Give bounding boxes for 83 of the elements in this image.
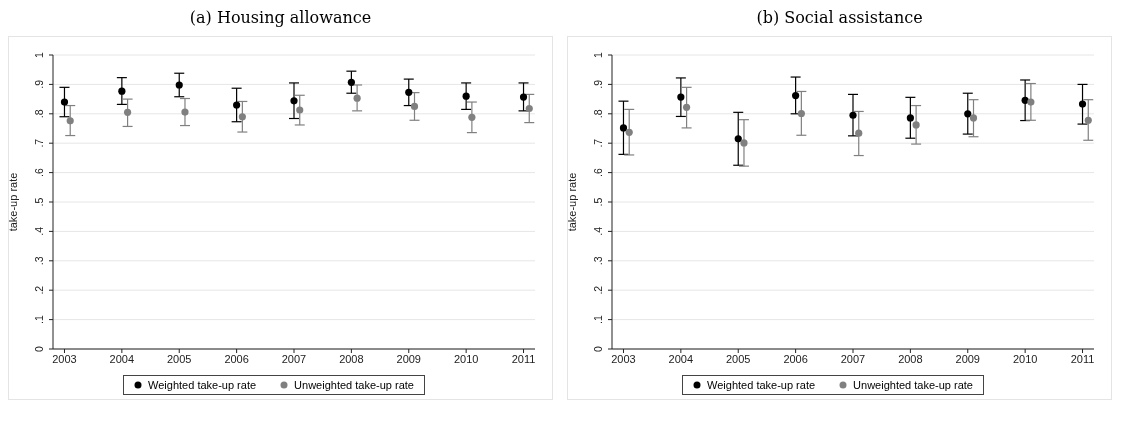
legend-label: Unweighted take-up rate [293,379,414,391]
x-tick-label: 2006 [783,352,808,365]
point [619,124,628,132]
y-tick-label: 1 [592,51,604,58]
point [906,114,914,122]
point [792,91,800,100]
y-tick-label: .9 [592,79,604,89]
x-tick-label: 2008 [339,352,364,365]
y-tick-label: .8 [592,109,604,119]
y-tick-label: .2 [592,285,604,295]
point [797,109,805,118]
y-tick-label: 1 [33,51,45,58]
point [118,87,126,95]
point [683,103,691,111]
point [353,94,361,102]
point [525,104,533,113]
point [296,106,304,114]
y-tick-label: .4 [592,226,604,236]
legend-label: Weighted take-up rate [706,379,816,391]
point [66,117,74,125]
point [969,114,978,122]
point [181,108,189,116]
x-tick-label: 2004 [668,352,694,365]
y-tick-label: .5 [592,197,604,207]
legend-label: Weighted take-up rate [147,379,257,391]
point [238,113,246,121]
y-tick-label: .6 [33,168,45,177]
y-tick-label: .9 [33,79,45,89]
x-tick-label: 2004 [109,352,135,365]
x-tick-label: 2005 [726,352,751,365]
point [60,98,69,106]
x-tick-label: 2003 [52,352,77,365]
y-tick-label: .8 [33,109,45,119]
x-tick-label: 2011 [1070,352,1095,365]
point [175,81,183,89]
x-tick-label: 2008 [898,352,923,365]
point [290,97,298,105]
x-tick-label: 2003 [611,352,636,365]
point [625,128,633,136]
point [233,101,241,109]
x-tick-label: 2006 [224,352,249,365]
point [912,121,920,129]
point [855,129,863,137]
y-tick-label: 0 [592,345,604,352]
point [734,135,742,143]
point [405,88,413,96]
chart-title: (b) Social assistance [755,8,924,29]
x-tick-label: 2009 [955,352,980,365]
x-tick-label: 2011 [511,352,536,365]
point [1078,100,1087,108]
point [677,93,685,101]
y-axis-title: take-up rate [6,172,19,232]
point [1027,98,1035,106]
x-tick-label: 2007 [840,352,866,365]
y-tick-label: .7 [33,138,45,148]
x-tick-label: 2010 [453,352,479,365]
y-tick-label: .4 [33,226,45,236]
y-tick-label: .1 [592,315,604,324]
point [849,111,857,119]
y-tick-label: .2 [33,285,45,295]
y-tick-label: .7 [592,138,604,148]
x-tick-label: 2009 [396,352,421,365]
legend-label: Unweighted take-up rate [852,379,973,391]
point [410,102,419,111]
x-tick-label: 2005 [167,352,192,365]
point [462,92,470,100]
y-tick-label: .6 [592,168,604,177]
y-axis-title: take-up rate [565,172,578,232]
point [347,78,355,86]
y-tick-label: .3 [592,256,604,266]
point [964,110,972,118]
point [1084,116,1092,124]
y-tick-label: 0 [33,345,45,352]
y-tick-label: .5 [33,197,45,207]
x-tick-label: 2010 [1012,352,1038,365]
point [519,93,528,101]
point [124,108,132,116]
y-tick-label: .1 [33,315,45,324]
point [740,139,748,147]
point [468,113,476,121]
chart-title: (a) Housing allowance [188,8,373,29]
y-tick-label: .3 [33,256,45,266]
x-tick-label: 2007 [281,352,307,365]
